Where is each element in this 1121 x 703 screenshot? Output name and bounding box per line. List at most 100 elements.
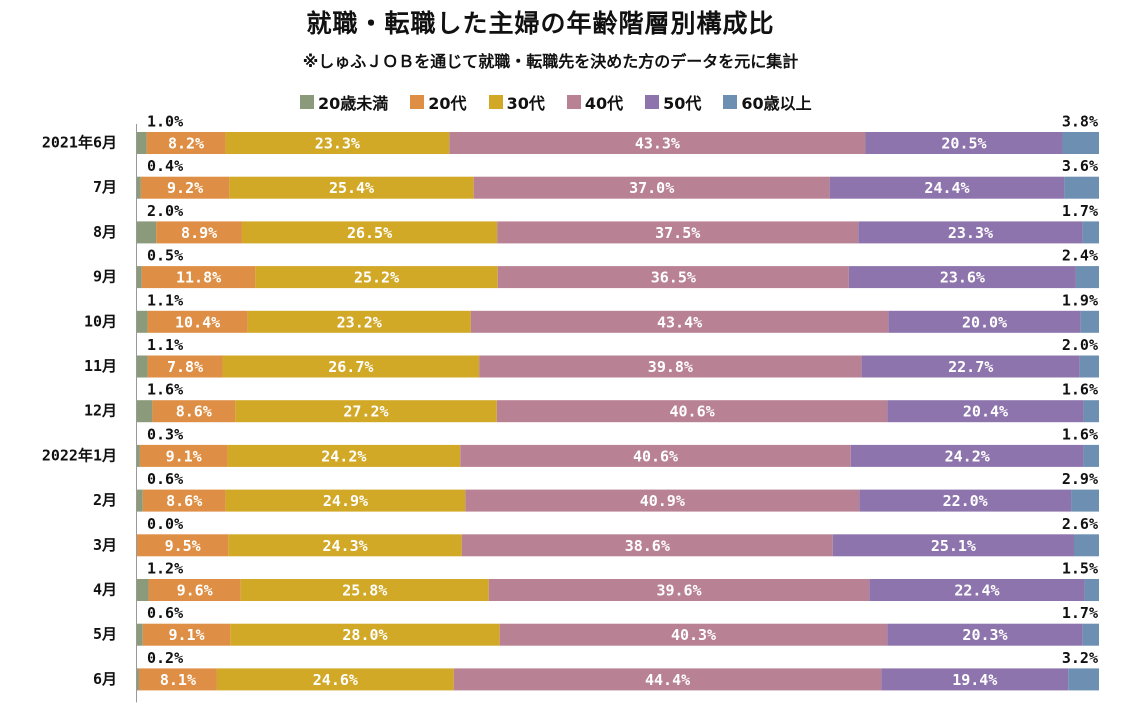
bar-segment [850, 444, 1084, 467]
legend-item: 30代 [488, 90, 545, 114]
category-label: 10月 [84, 312, 117, 330]
bar-segment [858, 221, 1083, 244]
data-label: 1.6% [1062, 425, 1098, 443]
bar-segment [235, 400, 497, 423]
bar-segment [137, 400, 153, 423]
data-label: 27.2% [343, 403, 388, 421]
chart-title: 就職・転職した主婦の年齢階層別構成比 [306, 9, 775, 38]
data-label: 3.6% [1062, 157, 1098, 175]
data-label: 23.3% [948, 224, 993, 242]
bar-segment [229, 176, 474, 199]
data-label: 10.4% [175, 313, 220, 331]
data-label: 1.1% [147, 291, 183, 309]
bar-segment [1084, 579, 1099, 601]
data-label: 22.0% [943, 492, 988, 510]
data-label: 0.4% [147, 157, 183, 175]
data-label: 20.4% [963, 403, 1008, 421]
bar-segment [861, 355, 1080, 378]
data-label: 22.7% [948, 358, 993, 376]
bar-segment [848, 266, 1076, 289]
category-label: 9月 [93, 268, 117, 286]
data-label: 23.3% [315, 135, 360, 153]
bar-segment [142, 623, 231, 646]
data-label: 1.1% [147, 336, 183, 354]
data-label: 8.6% [166, 492, 202, 510]
bar-segment [137, 176, 141, 199]
legend-swatch [300, 95, 314, 109]
bar-segment [152, 400, 236, 423]
data-label: 1.2% [147, 560, 183, 578]
data-label: 3.8% [1062, 113, 1098, 131]
bar-segment [1082, 221, 1099, 244]
bar-segment [461, 534, 833, 557]
data-label: 0.6% [147, 470, 183, 488]
bar-segment [227, 444, 461, 467]
data-label: 8.2% [168, 135, 204, 153]
bar-segment [881, 668, 1069, 691]
bar-segment [1083, 400, 1099, 423]
data-label: 0.6% [147, 604, 183, 622]
data-label: 24.9% [323, 492, 368, 510]
bar-segment [148, 579, 241, 601]
legend-item: 40代 [566, 90, 623, 114]
legend-item: 60歳以上 [723, 90, 812, 114]
bar-segment [1080, 310, 1099, 333]
bar-segment [137, 221, 157, 244]
legend-label: 60歳以上 [741, 94, 812, 113]
data-label: 1.6% [1062, 381, 1098, 399]
bar-segment [142, 489, 226, 512]
bar-segment [449, 132, 866, 154]
category-label: 2021年6月 [42, 134, 117, 152]
legend-item: 20代 [410, 90, 467, 114]
bar-segment [473, 176, 830, 199]
data-label: 1.7% [1062, 202, 1098, 220]
bar-segment [241, 221, 498, 244]
legend-swatch [723, 95, 738, 109]
bar-segment [137, 132, 147, 154]
data-label: 8.9% [181, 224, 217, 242]
bar-segment [216, 668, 454, 691]
bar-segment [137, 444, 140, 467]
data-label: 40.6% [633, 447, 678, 465]
bar-segment [137, 310, 148, 333]
data-label: 1.6% [147, 381, 183, 399]
legend-swatch [566, 95, 581, 109]
data-label: 2.0% [147, 202, 183, 220]
data-label: 2.4% [1062, 247, 1098, 265]
bar-segment [225, 132, 450, 154]
bar-segment [460, 444, 851, 467]
legend-label: 20歳未満 [318, 94, 389, 113]
bar-segment [1068, 668, 1099, 691]
bar-segment [496, 400, 888, 423]
bar-segment [156, 221, 242, 244]
data-label: 19.4% [952, 671, 997, 689]
bar-segment [139, 444, 228, 467]
bar-segment [240, 579, 489, 601]
data-label: 20.5% [941, 135, 986, 153]
bar-segment [225, 489, 466, 512]
data-label: 24.2% [321, 447, 366, 465]
category-label: 8月 [93, 223, 117, 241]
bar-segment [255, 266, 498, 289]
bar-segment [1083, 444, 1099, 467]
data-label: 0.0% [147, 515, 183, 533]
data-label: 24.4% [924, 179, 969, 197]
data-label: 9.1% [168, 626, 204, 644]
bar-segment [137, 623, 143, 646]
data-label: 39.6% [656, 582, 701, 600]
chart-subtitle: ※しゅふＪＯＢを通じて就職・転職先を決めた方のデータを元に集計 [302, 52, 799, 71]
category-label: 4月 [93, 581, 117, 599]
data-label: 1.9% [1062, 291, 1098, 309]
data-label: 39.8% [648, 358, 693, 376]
data-label: 25.8% [342, 582, 387, 600]
data-label: 25.4% [329, 179, 374, 197]
data-label: 25.1% [931, 537, 976, 555]
data-label: 26.5% [347, 224, 392, 242]
data-label: 36.5% [651, 269, 696, 287]
bar-segment [228, 534, 462, 557]
bar-segment [888, 310, 1081, 333]
data-label: 24.3% [322, 537, 367, 555]
data-label: 43.3% [635, 135, 680, 153]
data-label: 9.2% [167, 179, 203, 197]
bar-segment [1062, 132, 1099, 154]
